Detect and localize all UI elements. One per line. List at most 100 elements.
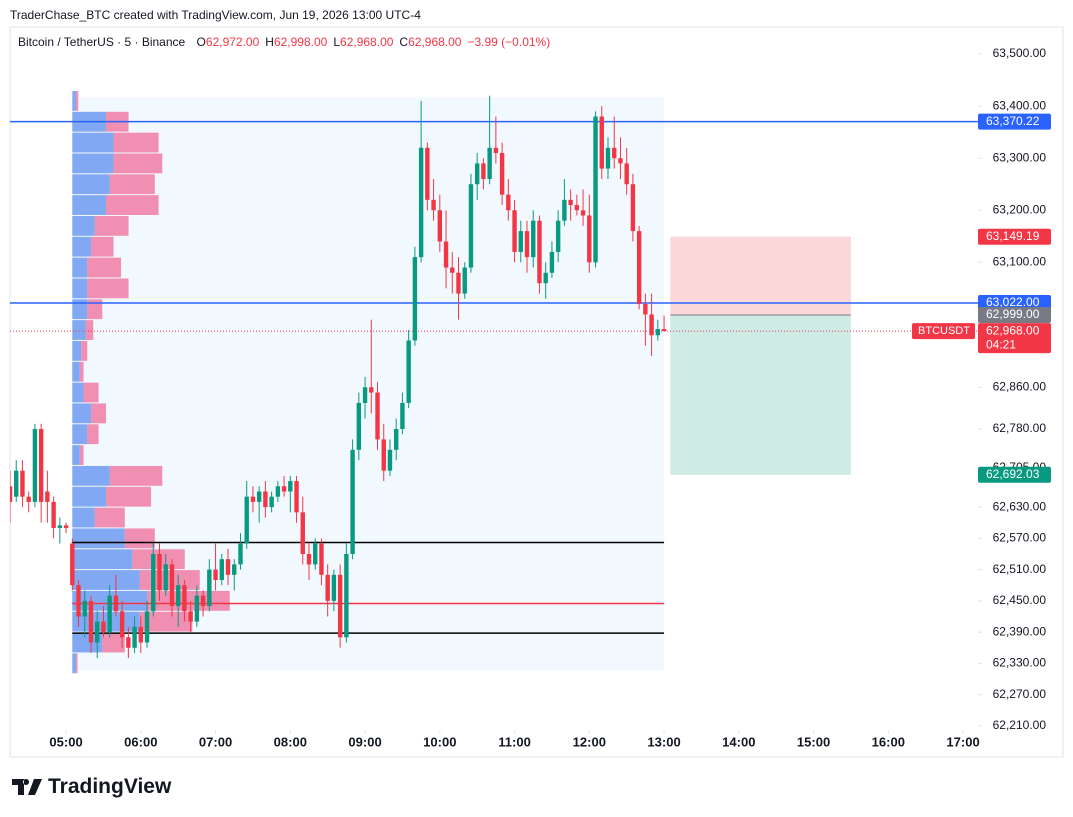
candle-body (344, 553, 349, 638)
candle-body (468, 184, 474, 268)
profile-down-bar (139, 611, 193, 632)
profile-up-bar (72, 174, 110, 195)
profile-up-bar (72, 549, 133, 570)
profile-down-bar (76, 653, 78, 674)
candle-body (76, 585, 81, 617)
y-tick-label: 63,200.00 (993, 202, 1047, 216)
candle-body (38, 428, 44, 502)
candle-body (188, 611, 193, 622)
x-tick-label: 09:00 (348, 734, 381, 749)
y-tick-label: 62,860.00 (993, 380, 1047, 394)
candle-body (549, 251, 555, 273)
profile-up-bar (72, 236, 92, 257)
legend-key: C (399, 35, 409, 49)
profile-down-bar (87, 278, 129, 299)
candle-body (219, 559, 224, 581)
candle-body (661, 329, 667, 332)
candle-body (499, 152, 505, 195)
profile-down-bar (94, 215, 129, 236)
candle-body (275, 486, 281, 497)
legend-value: 62,968.00 (340, 35, 394, 49)
candle-body (281, 486, 287, 492)
candle-body (225, 559, 231, 575)
candle-body (394, 428, 399, 450)
candle-body (313, 543, 318, 565)
stop-zone (670, 236, 851, 315)
candle-body (132, 626, 137, 648)
x-tick-label: 13:00 (647, 734, 680, 749)
candle-body (531, 220, 536, 258)
y-tick-label: 62,210.00 (993, 718, 1047, 732)
candle-body (425, 147, 430, 200)
candle-body (113, 595, 119, 612)
legend-value: 62,998.00 (273, 35, 328, 49)
candle-body (151, 553, 156, 612)
plot-area (10, 90, 978, 674)
profile-up-bar (72, 507, 95, 528)
price-label-box (978, 113, 1051, 130)
legend-key: L (333, 35, 341, 49)
candle-body (474, 163, 480, 185)
candle-body (356, 402, 362, 450)
candle-body (649, 314, 654, 336)
candle-body (587, 215, 592, 263)
brand-name: TradingView (48, 775, 172, 798)
candle-body (562, 199, 567, 221)
candle-body (406, 340, 411, 403)
candle-body (45, 491, 50, 502)
profile-up-bar (72, 632, 103, 653)
price-label: 62,968.00 (986, 323, 1040, 337)
candle-body (119, 611, 125, 638)
profile-down-bar (79, 445, 84, 465)
candle-body (325, 574, 330, 601)
candle-body (294, 481, 299, 513)
candle-body (70, 543, 75, 586)
price-label-box (978, 228, 1051, 245)
profile-up-bar (72, 382, 84, 403)
profile-up-bar (72, 195, 107, 215)
candle-body (169, 564, 175, 607)
candle-body (244, 496, 249, 544)
y-tick-label: 62,630.00 (993, 499, 1047, 513)
profile-up-bar (72, 278, 88, 299)
candle-body (20, 470, 25, 497)
profile-down-bar (79, 361, 84, 382)
profile-up-bar (72, 257, 88, 278)
candle-body (337, 574, 343, 638)
candle-body (462, 267, 467, 294)
profile-up-bar (72, 320, 86, 340)
profile-up-bar (72, 486, 107, 507)
symbol-tag-box (912, 323, 975, 340)
candle-body (624, 163, 629, 185)
x-tick-label: 17:00 (946, 734, 979, 749)
candle-body (157, 553, 162, 591)
price-label: 63,149.19 (986, 229, 1040, 243)
profile-up-bar (72, 153, 114, 174)
profile-down-bar (113, 153, 163, 174)
price-label-box (978, 466, 1051, 483)
candle-body (580, 210, 586, 216)
profile-down-bar (87, 424, 99, 445)
profile-down-bar (83, 382, 99, 403)
profile-down-bar (109, 174, 155, 195)
candle-body (63, 525, 69, 528)
x-tick-label: 11:00 (498, 734, 531, 749)
candle-body (487, 147, 492, 180)
profile-up-bar (72, 132, 114, 153)
profile-up-bar (72, 570, 140, 590)
chart-frame (9, 26, 1064, 758)
profile-down-bar (94, 507, 125, 528)
candle-body (412, 257, 418, 341)
y-tick-label: 62,270.00 (993, 687, 1047, 701)
x-tick-label: 16:00 (872, 734, 905, 749)
candle-body (213, 569, 218, 581)
candle-body (636, 231, 642, 305)
candle-body (263, 491, 268, 508)
profile-down-bar (102, 632, 125, 653)
legend-value: 62,972.00 (205, 35, 260, 49)
y-tick-label: 63,300.00 (993, 150, 1047, 164)
legend-key: H (265, 35, 274, 49)
candle-body (182, 585, 187, 612)
candle-body (655, 329, 661, 336)
